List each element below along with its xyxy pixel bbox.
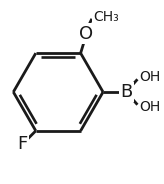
Text: F: F bbox=[17, 135, 27, 153]
Text: B: B bbox=[120, 83, 132, 101]
Text: O: O bbox=[79, 25, 93, 43]
Text: OH: OH bbox=[140, 70, 161, 84]
Text: CH₃: CH₃ bbox=[93, 10, 119, 24]
Text: OH: OH bbox=[140, 100, 161, 114]
